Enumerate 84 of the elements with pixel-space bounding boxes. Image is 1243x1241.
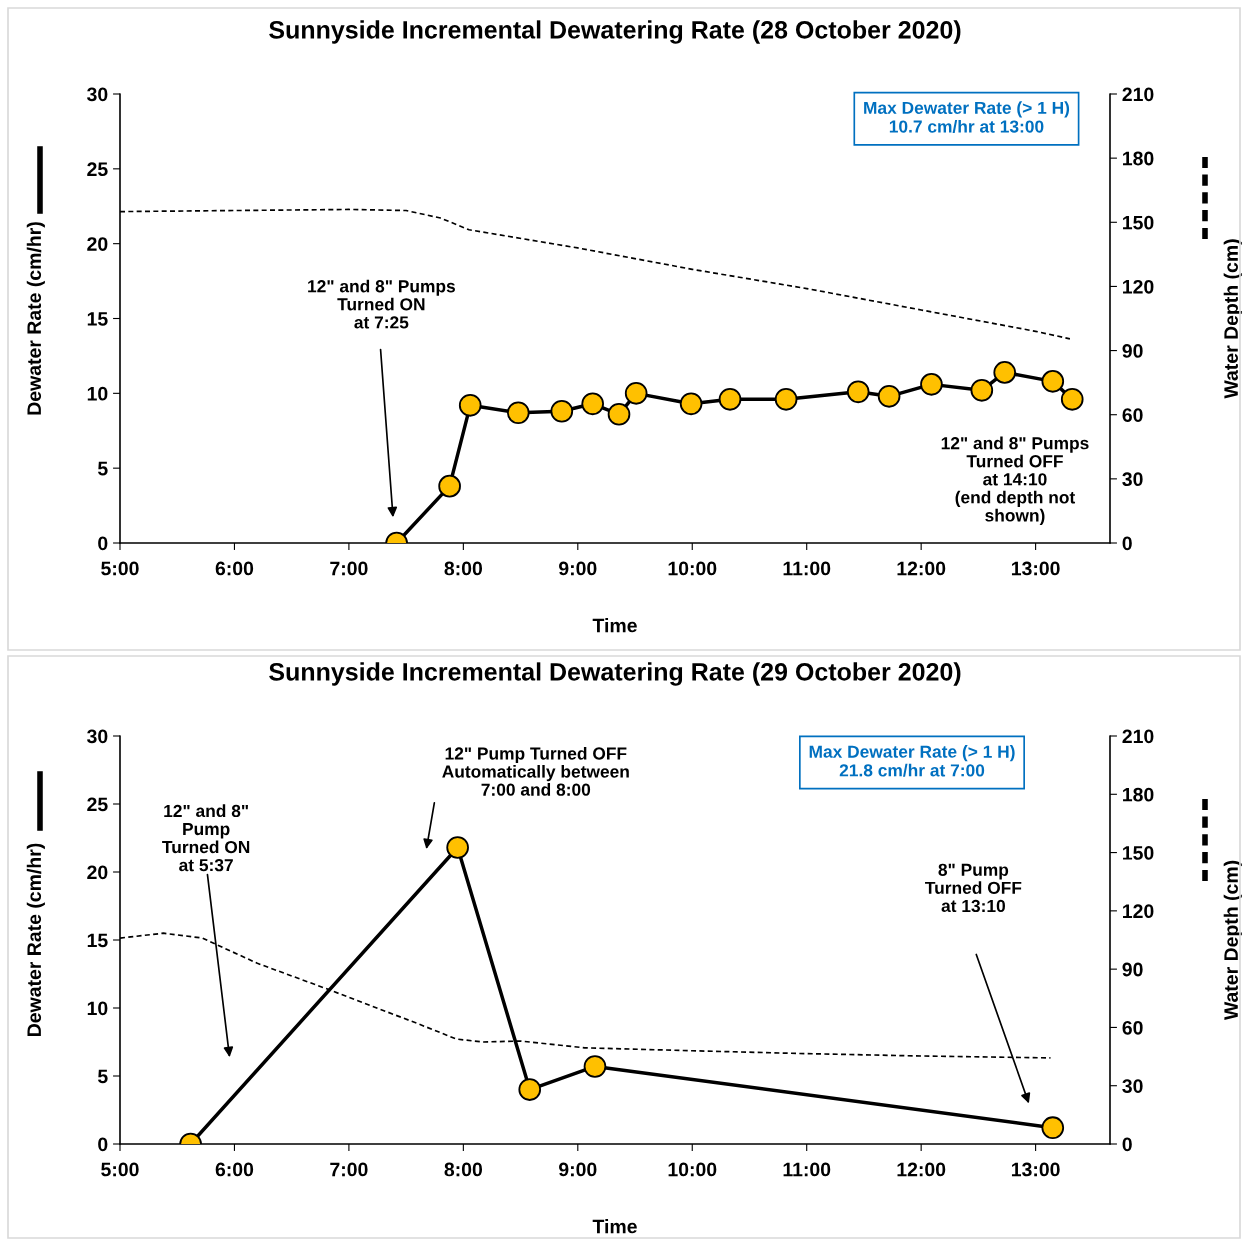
x-tick-label: 9:00: [559, 1162, 597, 1177]
annotation: Max Dewater Rate (> 1 H) 10.7 cm/hr at 13:00: [864, 101, 1070, 133]
annotation: 12" Pump Turned OFF Automatically between 7:00 and 8:00: [442, 746, 629, 796]
x-tick-label: 7:00: [330, 561, 368, 576]
x-tick-label: 5:00: [101, 1162, 139, 1177]
y2-tick-label: 150: [1123, 846, 1154, 860]
x-tick-label: 9:00: [559, 561, 597, 576]
x-axis-title: Time: [592, 618, 637, 633]
x-tick-label: 12:00: [897, 561, 946, 576]
y-tick-label: 0: [98, 536, 108, 551]
y2-tick-label: 60: [1122, 408, 1143, 422]
y-tick-label: 30: [87, 729, 108, 744]
x-tick-label: 6:00: [215, 1162, 254, 1177]
y-tick-label: 30: [87, 87, 108, 102]
y-tick-label: 20: [87, 237, 108, 251]
point: [1041, 370, 1065, 393]
x-tick-label: 8:00: [444, 561, 483, 576]
y2-tick-label: 180: [1123, 787, 1154, 802]
y2-tick-label: 210: [1122, 87, 1154, 102]
y2-tick-label: 0: [1122, 1137, 1132, 1152]
y2-tick-label: 180: [1123, 151, 1154, 166]
y-tick-label: 15: [87, 933, 108, 948]
point: [774, 387, 798, 411]
y-tick-label: 25: [87, 162, 108, 177]
point: [518, 1078, 542, 1101]
x-tick-label: 12:00: [897, 1162, 946, 1177]
point: [446, 836, 469, 859]
point: [877, 385, 901, 408]
y2-tick-label: 30: [1122, 1079, 1143, 1093]
y2-tick-label: 150: [1123, 215, 1154, 230]
point: [846, 380, 870, 404]
x-tick-label: 6:00: [215, 561, 254, 576]
y2-tick-label: 210: [1122, 729, 1154, 744]
chart-title: Sunnyside Incremental Dewatering Rate (28 October 2020): [269, 20, 961, 44]
annotation: Max Dewater Rate (> 1 H) 21.8 cm/hr at 7:00: [809, 745, 1015, 777]
x-axis-title: Time: [592, 1219, 637, 1234]
x-tick-label: 11:00: [783, 1162, 831, 1177]
y2-tick-label: 120: [1123, 904, 1154, 919]
chart-title: Sunnyside Incremental Dewatering Rate (29 October 2020): [269, 662, 961, 686]
y-tick-label: 5: [97, 461, 108, 476]
x-tick-label: 10:00: [668, 561, 717, 576]
x-tick-label: 8:00: [444, 1162, 483, 1177]
x-tick-label: 13:00: [1011, 561, 1060, 576]
point: [718, 387, 742, 411]
y2-tick-label: 30: [1122, 472, 1143, 487]
point: [506, 401, 530, 425]
y-tick-label: 20: [87, 865, 108, 880]
y2-tick-label: 0: [1122, 536, 1132, 551]
y-tick-label: 0: [98, 1137, 108, 1152]
point: [920, 373, 943, 396]
y-tick-label: 15: [87, 312, 108, 326]
point: [970, 379, 994, 402]
y2-tick-label: 90: [1122, 962, 1143, 977]
point: [1041, 1116, 1065, 1140]
annotation: 12" and 8" Pumps Turned ON at 7:25: [308, 279, 455, 329]
x-tick-label: 5:00: [101, 561, 139, 576]
point: [458, 393, 482, 417]
y-tick-label: 10: [87, 1001, 108, 1016]
y2-tick-label: 120: [1123, 279, 1154, 294]
point: [581, 392, 605, 416]
annotation: 12" and 8" Pump Turned ON at 5:37: [162, 804, 250, 872]
y-tick-label: 5: [97, 1069, 108, 1084]
point: [550, 399, 574, 423]
y2-tick-label: 90: [1122, 344, 1143, 358]
point: [1060, 387, 1084, 411]
annotation: 8" Pump Turned OFF at 13:10: [925, 863, 1022, 913]
point: [624, 382, 648, 405]
x-tick-label: 13:00: [1011, 1162, 1060, 1177]
y2-axis-title: Water Depth (cm): [1223, 239, 1242, 399]
annotation: 12" and 8" Pumps Turned OFF at 14:10 (end depth not shown): [941, 436, 1089, 526]
y-tick-label: 10: [87, 386, 108, 401]
y2-tick-label: 60: [1122, 1020, 1143, 1035]
point: [679, 392, 703, 416]
point: [993, 361, 1017, 384]
x-tick-label: 11:00: [783, 561, 831, 576]
point: [607, 402, 631, 426]
y-axis-title: Dewater Rate (cm/hr): [26, 843, 45, 1036]
y-axis-title: Dewater Rate (cm/hr): [26, 222, 45, 415]
point: [438, 474, 461, 498]
x-tick-label: 7:00: [330, 1162, 368, 1177]
x-tick-label: 10:00: [668, 1162, 717, 1177]
y2-axis-title: Water Depth (cm): [1223, 860, 1242, 1021]
y-tick-label: 25: [87, 797, 108, 812]
point: [583, 1055, 607, 1078]
